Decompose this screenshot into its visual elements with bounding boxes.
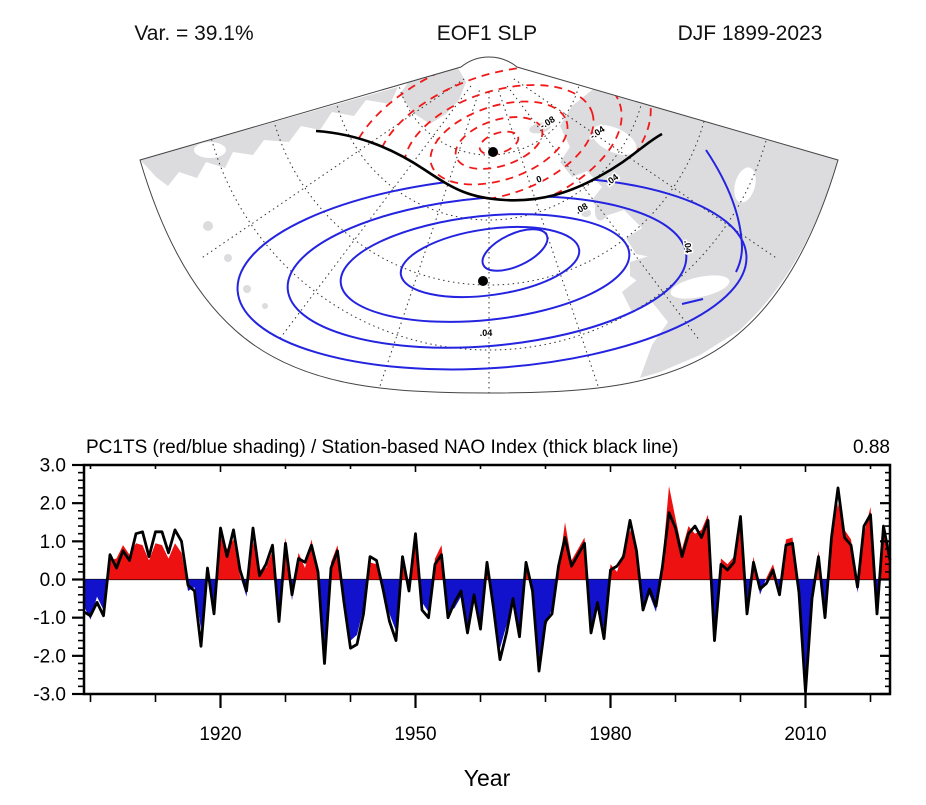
y-tick-label: 3.0 — [40, 456, 66, 477]
y-tick-label: 0.0 — [40, 570, 66, 591]
azores-high-center-dot — [478, 276, 488, 286]
axis-ticks — [72, 463, 890, 708]
icelandic-low-center-dot — [488, 147, 498, 157]
negative-contour-ring — [478, 130, 520, 156]
x-tick-label: 2010 — [784, 724, 826, 745]
map-main-title: EOF1 SLP — [437, 22, 537, 45]
season-period-label: DJF 1899-2023 — [678, 22, 823, 45]
x-tick-label: 1920 — [199, 724, 241, 745]
positive-contour-east — [705, 149, 744, 273]
contour-label-zero: 0 — [535, 174, 543, 185]
map-boundary — [139, 56, 839, 394]
y-tick-label: -1.0 — [33, 608, 66, 629]
negative-contour-ring — [429, 100, 569, 186]
meridian-line — [376, 90, 480, 393]
positive-contour-fragment — [681, 298, 704, 305]
eof-map: Var. = 39.1% EOF1 SLP DJF 1899-2023 — [134, 22, 839, 394]
pc1-nao-chart: PC1TS (red/blue shading) / Station-based… — [33, 437, 892, 791]
pc1-negative-shading — [84, 579, 890, 679]
x-tick-label: 1950 — [394, 724, 436, 745]
chart-title: PC1TS (red/blue shading) / Station-based… — [86, 437, 678, 458]
positive-contour-ring — [339, 213, 631, 323]
iberia-landmass — [630, 255, 668, 286]
contour-label-neg08: -.08 — [538, 114, 556, 131]
britain-landmass — [594, 192, 613, 221]
plot-frame — [82, 463, 892, 696]
x-tick-label: 1980 — [589, 724, 631, 745]
meridian-line — [277, 85, 472, 342]
y-tick-label: 1.0 — [40, 532, 66, 553]
positive-contour-ring — [399, 226, 581, 298]
iceland-landmass — [529, 122, 551, 134]
nao-index-line — [83, 486, 892, 694]
map-body — [140, 56, 838, 393]
y-tick-label: -2.0 — [33, 646, 66, 667]
eurasia-landmass — [560, 72, 838, 378]
negative-contour-ring — [454, 116, 544, 170]
chart-plot-area: -3.0 -2.0 -1.0 0.0 1.0 2.0 3.0 1920 1950 1980 2010 — [33, 456, 892, 745]
y-tick-label: 2.0 — [40, 494, 66, 515]
meridian-line — [199, 78, 465, 260]
positive-contour-ring — [286, 195, 688, 349]
contour-label-pos04-south: .04 — [480, 328, 493, 338]
eof-map-panel: Var. = 39.1% EOF1 SLP DJF 1899-2023 — [134, 22, 839, 394]
contour-label-pos04-east: .04 — [682, 240, 693, 254]
greenland-landmass — [400, 64, 466, 124]
meridian-line — [513, 78, 779, 260]
positive-contour-ring — [481, 228, 549, 272]
x-axis-title: Year — [464, 765, 511, 791]
correlation-value: 0.88 — [853, 437, 890, 458]
y-tick-label: -3.0 — [33, 685, 66, 706]
pc1-nao-chart-panel: PC1TS (red/blue shading) / Station-based… — [0, 430, 926, 805]
zero-contour — [315, 129, 663, 202]
variance-label: Var. = 39.1% — [134, 22, 253, 45]
meridian-line — [498, 90, 602, 393]
